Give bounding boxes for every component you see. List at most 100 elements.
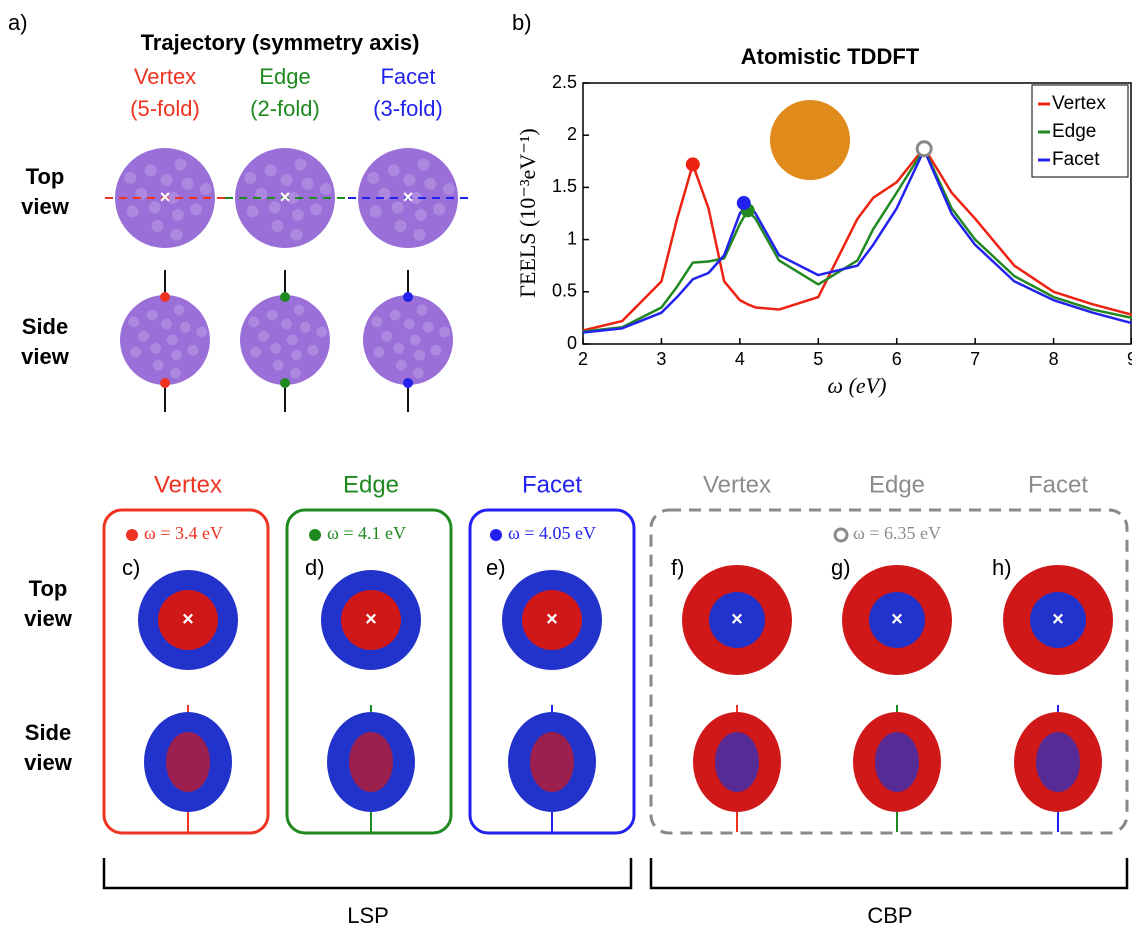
y-axis-label: ΓEELS (10⁻³eV⁻¹) [515,128,540,298]
x-tick-label: 2 [578,349,588,369]
side-particle-atom [150,343,161,354]
side-particle-atom [373,347,384,358]
side-particle-atom [138,331,149,342]
omega-label: ω = 4.05 eV [508,523,596,543]
top-particle-atom [190,203,202,215]
side-particle-atom [431,345,442,356]
side-particle-atom [188,345,199,356]
omega-label: ω = 4.1 eV [327,523,406,543]
top-particle-atom [181,178,193,190]
top-particle-atom [418,159,430,171]
row-label: Top view [5,162,85,222]
x-tick-label: 5 [813,349,823,369]
side-particle-atom [196,327,207,338]
top-particle-atom [414,229,426,241]
column-name: Vertex [703,471,771,498]
column-name: Facet [380,64,435,89]
top-particle-atom [433,203,445,215]
x-tick-label: 7 [970,349,980,369]
side-particle-atom [294,305,305,316]
side-particle-atom [153,360,164,371]
top-particle-atom [171,229,183,241]
side-dot [280,292,290,302]
side-particle-atom [417,305,428,316]
side-particle-atom [393,343,404,354]
y-tick-label: 2 [567,124,577,144]
side-particle-atom [414,350,425,361]
side-map-part [1036,732,1080,792]
cross: × [365,608,377,630]
column-name: Edge [869,471,925,498]
side-map-part [715,732,759,792]
column-name: Edge [259,64,310,89]
bracket [651,858,1127,888]
side-particle-atom [423,322,434,333]
side-particle-atom [404,318,415,329]
side-map-part [530,732,574,792]
column-fold: (5-fold) [130,96,200,121]
side-particle-atom [273,360,284,371]
y-tick-label: 1.5 [552,176,577,196]
x-tick-label: 6 [892,349,902,369]
panel-label: f) [671,555,684,580]
side-particle-atom [180,322,191,333]
side-particle-atom [258,331,269,342]
column-name: Facet [522,471,582,498]
top-particle-atom [175,159,187,171]
top-particle-atom [200,183,212,195]
side-particle-atom [413,368,424,379]
top-particle-atom [292,209,304,221]
panel-label: h) [992,555,1012,580]
page: { "panel_a": {"label": "a)", "title": "T… [0,0,1132,926]
top-particle-atom [291,229,303,241]
top-particle-atom [161,174,173,186]
side-particle-atom [267,310,278,321]
side-particle-atom [171,350,182,361]
legend-label: Facet [1052,149,1100,170]
top-particle-atom [367,172,379,184]
panel-label: e) [486,555,506,580]
side-particle [240,295,330,385]
x-tick-label: 8 [1049,349,1059,369]
side-particle-atom [381,331,392,342]
top-particle-atom [370,205,382,217]
legend-label: Edge [1052,121,1096,142]
row-label: Top view [8,574,88,634]
group-label: LSP [347,903,389,926]
panel-label: g) [831,555,851,580]
omega-marker [126,529,138,541]
cross: × [280,187,291,207]
omega-marker [835,529,847,541]
top-particle-atom [388,164,400,176]
omega-label: ω = 6.35 eV [853,523,941,543]
x-tick-label: 9 [1127,349,1132,369]
cross: × [182,608,194,630]
panel-label: a) [8,10,28,35]
top-particle-atom [301,178,313,190]
legend-label: Vertex [1052,93,1106,114]
row-label: Side view [8,718,88,778]
cross: × [160,187,171,207]
side-particle-atom [130,347,141,358]
cross: × [403,187,414,207]
side-particle-atom [270,343,281,354]
top-particle-atom [443,183,455,195]
x-tick-label: 3 [656,349,666,369]
peak-marker [686,157,700,171]
side-particle-atom [439,327,450,338]
side-particle-atom [147,310,158,321]
top-particle-atom [145,164,157,176]
top-particle-atom [172,209,184,221]
row-label: Side view [5,312,85,372]
bracket [104,858,631,888]
column-fold: (2-fold) [250,96,320,121]
cross: × [546,608,558,630]
top-particle-atom [271,220,283,232]
cross: × [731,608,743,630]
omega-marker [490,529,502,541]
side-particle-atom [287,335,298,346]
side-particle-atom [167,335,178,346]
top-particle-atom [247,205,259,217]
top-particle-atom [394,220,406,232]
peak-marker [917,142,931,156]
